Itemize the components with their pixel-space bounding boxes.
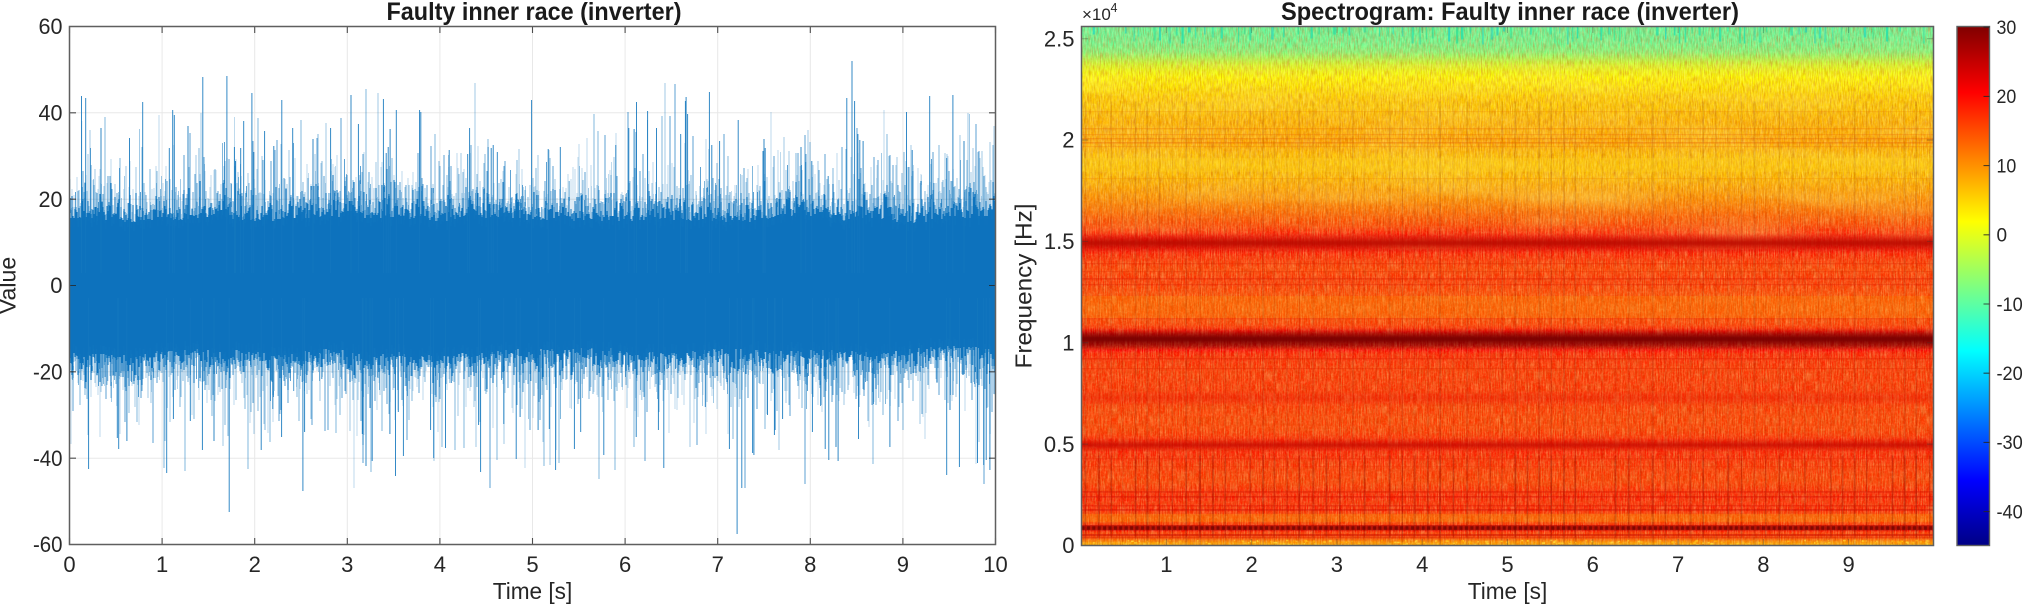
svg-text:2: 2 bbox=[1245, 552, 1257, 577]
svg-text:9: 9 bbox=[897, 552, 909, 577]
svg-text:7: 7 bbox=[712, 552, 724, 577]
svg-text:-20: -20 bbox=[33, 360, 63, 385]
svg-text:60: 60 bbox=[39, 14, 63, 39]
svg-text:4: 4 bbox=[1416, 552, 1428, 577]
svg-text:2: 2 bbox=[249, 552, 261, 577]
svg-text:-10: -10 bbox=[1997, 295, 2023, 316]
svg-text:-40: -40 bbox=[1997, 502, 2023, 523]
svg-text:10: 10 bbox=[1997, 156, 2017, 177]
svg-text:5: 5 bbox=[526, 552, 538, 577]
svg-text:30: 30 bbox=[1997, 18, 2017, 39]
svg-text:10: 10 bbox=[983, 552, 1007, 577]
svg-text:8: 8 bbox=[804, 552, 816, 577]
svg-text:1: 1 bbox=[156, 552, 168, 577]
svg-text:20: 20 bbox=[1997, 87, 2017, 108]
svg-text:0: 0 bbox=[50, 273, 62, 298]
svg-text:Spectrogram: Faulty inner race: Spectrogram: Faulty inner race (inverter… bbox=[1281, 0, 1739, 26]
svg-text:1: 1 bbox=[1062, 331, 1074, 356]
svg-text:Value: Value bbox=[0, 257, 21, 315]
svg-text:-40: -40 bbox=[33, 446, 63, 471]
svg-text:40: 40 bbox=[39, 101, 63, 126]
svg-text:3: 3 bbox=[341, 552, 353, 577]
svg-text:0: 0 bbox=[1997, 226, 2008, 247]
svg-text:Time [s]: Time [s] bbox=[1468, 578, 1548, 604]
svg-text:5: 5 bbox=[1501, 552, 1513, 577]
svg-text:7: 7 bbox=[1672, 552, 1684, 577]
svg-text:0: 0 bbox=[63, 552, 75, 577]
svg-text:4: 4 bbox=[434, 552, 446, 577]
svg-text:Time [s]: Time [s] bbox=[493, 578, 573, 604]
svg-text:1: 1 bbox=[1160, 552, 1172, 577]
svg-text:3: 3 bbox=[1331, 552, 1343, 577]
svg-text:4: 4 bbox=[1111, 1, 1118, 15]
svg-text:20: 20 bbox=[39, 187, 63, 212]
svg-text:1.5: 1.5 bbox=[1044, 229, 1075, 254]
svg-text:-30: -30 bbox=[1997, 433, 2023, 454]
svg-text:6: 6 bbox=[1587, 552, 1599, 577]
svg-text:Frequency [Hz]: Frequency [Hz] bbox=[1011, 204, 1037, 369]
svg-text:8: 8 bbox=[1757, 552, 1769, 577]
svg-text:2: 2 bbox=[1062, 128, 1074, 153]
svg-text:9: 9 bbox=[1842, 552, 1854, 577]
svg-text:Faulty inner race (inverter): Faulty inner race (inverter) bbox=[387, 0, 682, 26]
svg-text:-60: -60 bbox=[33, 532, 63, 557]
svg-text:-20: -20 bbox=[1997, 364, 2023, 385]
svg-text:2.5: 2.5 bbox=[1044, 26, 1075, 51]
svg-text:×10: ×10 bbox=[1082, 5, 1111, 24]
svg-text:0: 0 bbox=[1062, 533, 1074, 558]
svg-text:6: 6 bbox=[619, 552, 631, 577]
svg-text:0.5: 0.5 bbox=[1044, 432, 1075, 457]
